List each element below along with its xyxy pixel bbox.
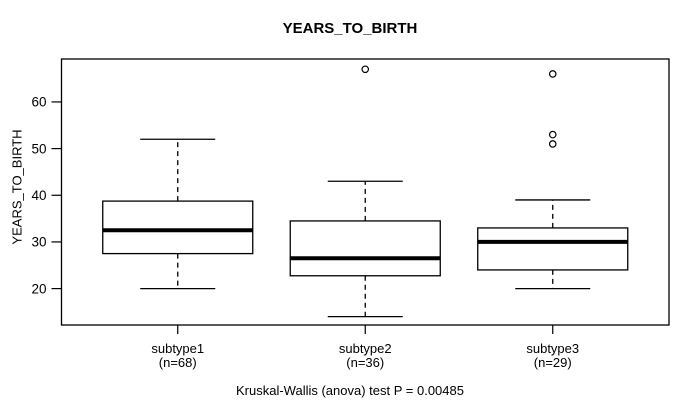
group-sublabel: (n=29) — [534, 355, 572, 370]
y-tick-label: 20 — [31, 281, 46, 296]
y-tick-label: 60 — [31, 95, 46, 110]
outlier-point — [548, 70, 557, 78]
group-sublabel: (n=36) — [346, 355, 384, 370]
outlier-point — [548, 130, 557, 139]
boxplot-subtype3: subtype3(n=29) — [477, 70, 629, 370]
group-sublabel: (n=68) — [159, 355, 197, 370]
boxplot-subtype1: subtype1(n=68) — [102, 138, 254, 370]
group-label: subtype1 — [151, 341, 204, 356]
iqr-box — [477, 227, 629, 271]
group-label: subtype3 — [526, 341, 579, 356]
iqr-box — [102, 200, 254, 255]
chart-title: YEARS_TO_BIRTH — [282, 20, 418, 37]
outlier-point — [548, 140, 557, 148]
group-label: subtype2 — [339, 341, 392, 356]
y-tick-label: 50 — [31, 141, 46, 156]
boxplot-subtype2: subtype2(n=36) — [289, 65, 441, 370]
y-tick-label: 40 — [31, 188, 46, 203]
iqr-box — [289, 220, 441, 277]
y-tick-label: 30 — [31, 235, 46, 250]
outlier-point — [361, 65, 370, 74]
stat-test-caption: Kruskal-Wallis (anova) test P = 0.00485 — [236, 383, 464, 398]
